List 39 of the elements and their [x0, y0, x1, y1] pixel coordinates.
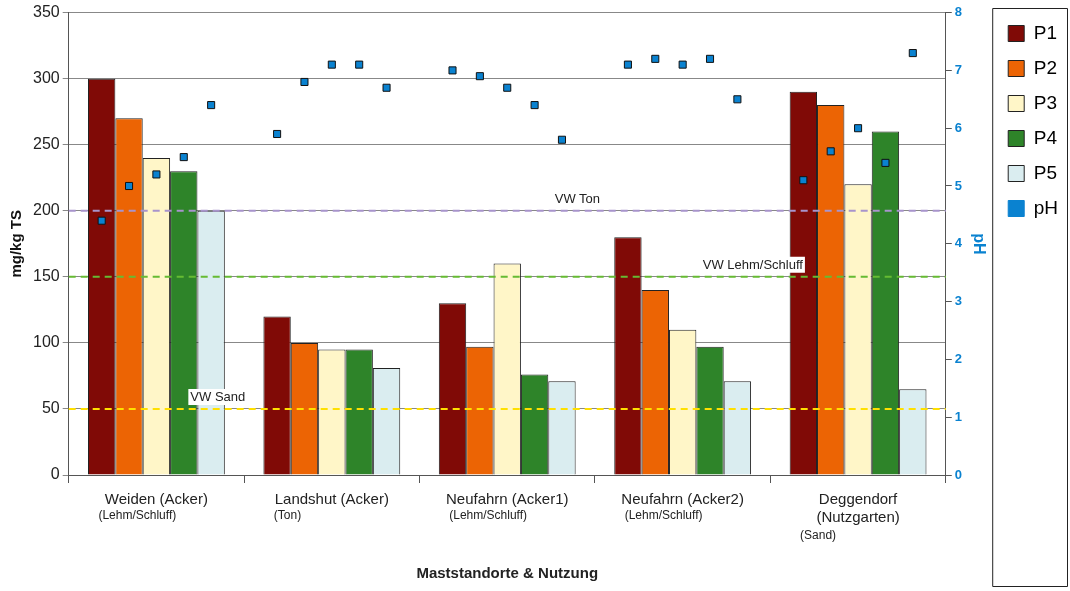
- ref-line-label: VW Ton: [554, 190, 601, 206]
- x-tick-label: Landshut (Acker): [274, 490, 389, 508]
- y-axis-title: mg/kg TS: [7, 210, 25, 278]
- y2-tick-label: 1: [954, 408, 963, 424]
- ref-line-label: VW Sand: [190, 389, 246, 405]
- text: (Lehm/Schluff): [449, 508, 528, 523]
- y2-tick-label: 5: [954, 177, 963, 193]
- y-tick-label: 350: [32, 3, 60, 21]
- y2-tick-label: 0: [954, 466, 963, 482]
- x-tick-label: Neufahrn (Acker1): [445, 490, 569, 508]
- x-tick-label: Weiden (Acker): [104, 490, 208, 508]
- ref-line-label: VW Lehm/Schluff: [702, 256, 804, 272]
- x-axis-title: Maststandorte & Nutzung: [416, 564, 599, 582]
- legend-label: P3: [1033, 91, 1057, 113]
- text: (Sand): [800, 528, 837, 543]
- y2-tick-label: 6: [954, 119, 963, 135]
- y2-tick-label: 2: [954, 350, 963, 366]
- text: (Lehm/Schluff): [624, 508, 703, 523]
- y-tick-label: 300: [32, 69, 60, 87]
- y2-tick-label: 4: [954, 235, 963, 251]
- y-tick-label: 200: [32, 201, 60, 219]
- legend-label: P5: [1033, 161, 1057, 183]
- y2-tick-label: 7: [954, 61, 963, 77]
- y-tick-label: 250: [32, 135, 60, 153]
- legend-label: pH: [1033, 196, 1059, 218]
- y2-tick-label: 8: [954, 4, 963, 20]
- y-tick-label: 50: [41, 399, 60, 417]
- legend-label: P1: [1033, 21, 1057, 43]
- x-tick-label: Neufahrn (Acker2): [621, 490, 744, 508]
- text: (Lehm/Schluff): [98, 508, 177, 523]
- legend-label: P2: [1033, 56, 1057, 78]
- x-tick-label: Deggendorf (Nutzgarten): [816, 490, 900, 526]
- y-tick-label: 0: [50, 465, 60, 483]
- legend-label: P4: [1033, 126, 1058, 148]
- y-tick-label: 150: [32, 267, 60, 285]
- text: (Ton): [273, 508, 302, 523]
- y2-axis-title: pH: [971, 233, 989, 255]
- y2-tick-label: 3: [954, 293, 963, 309]
- y-tick-label: 100: [32, 333, 60, 351]
